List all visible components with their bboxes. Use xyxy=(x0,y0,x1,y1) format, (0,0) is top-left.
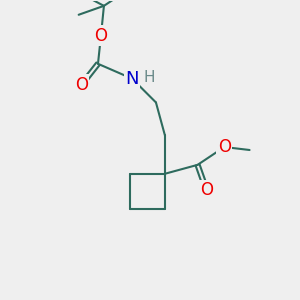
Text: H: H xyxy=(143,70,155,85)
Text: N: N xyxy=(125,70,139,88)
Text: O: O xyxy=(218,138,231,156)
Text: O: O xyxy=(75,76,88,94)
Text: O: O xyxy=(94,27,107,45)
Text: O: O xyxy=(200,181,213,199)
